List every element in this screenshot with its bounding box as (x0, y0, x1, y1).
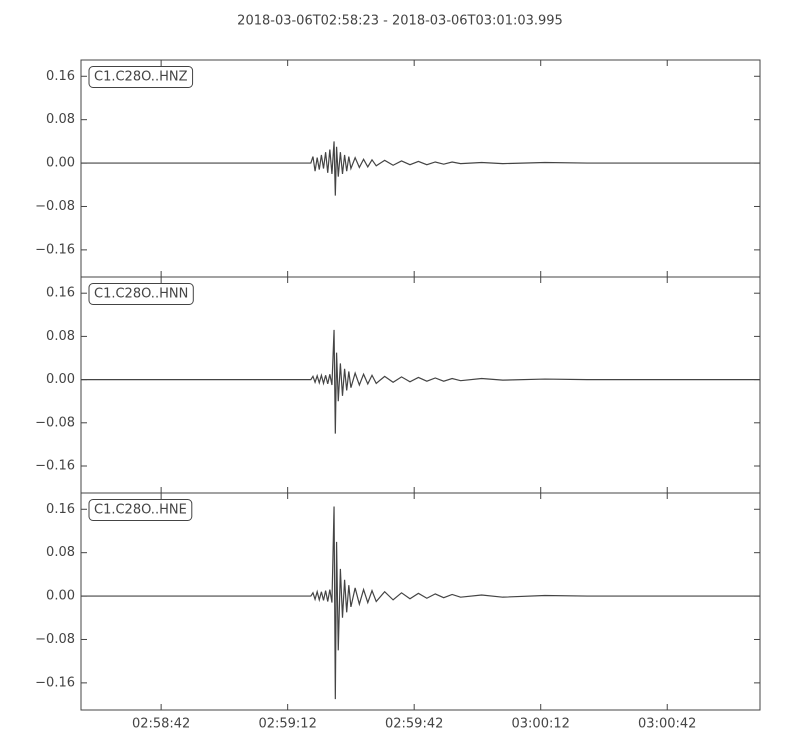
y-tick-label: 0.00 (46, 156, 75, 171)
x-tick-label: 02:59:42 (385, 717, 443, 732)
waveform (81, 506, 760, 700)
y-tick-label: −0.08 (35, 199, 75, 214)
panel-frame (80, 276, 761, 494)
y-tick-label: 0.08 (46, 329, 75, 344)
y-tick-label: 0.16 (46, 69, 75, 84)
y-tick-label: −0.16 (35, 675, 75, 690)
panel-frame (80, 492, 761, 711)
panel-frame (80, 59, 761, 278)
waveform (81, 329, 760, 434)
waveform (81, 141, 760, 196)
x-tick-label: 03:00:42 (638, 717, 696, 732)
y-tick-label: 0.08 (46, 545, 75, 560)
trace-label: C1.C28O..HNZ (94, 70, 188, 85)
trace-label-box (88, 283, 194, 305)
x-tick-label: 02:58:42 (132, 717, 190, 732)
y-tick-label: 0.00 (46, 589, 75, 604)
trace-label: C1.C28O..HNE (94, 503, 187, 518)
y-tick-label: −0.16 (35, 242, 75, 257)
x-tick-label: 03:00:12 (512, 717, 570, 732)
y-tick-label: 0.00 (46, 372, 75, 387)
y-tick-label: −0.16 (35, 459, 75, 474)
trace-label-box (88, 499, 193, 521)
y-tick-label: 0.16 (46, 286, 75, 301)
x-tick-label: 02:59:12 (258, 717, 316, 732)
y-tick-label: 0.16 (46, 502, 75, 517)
y-tick-label: 0.08 (46, 112, 75, 127)
trace-label-box (88, 66, 194, 88)
y-tick-label: −0.08 (35, 632, 75, 647)
trace-label: C1.C28O..HNN (94, 287, 188, 302)
chart-title: 2018-03-06T02:58:23 - 2018-03-06T03:01:0… (237, 14, 563, 29)
y-tick-label: −0.08 (35, 415, 75, 430)
